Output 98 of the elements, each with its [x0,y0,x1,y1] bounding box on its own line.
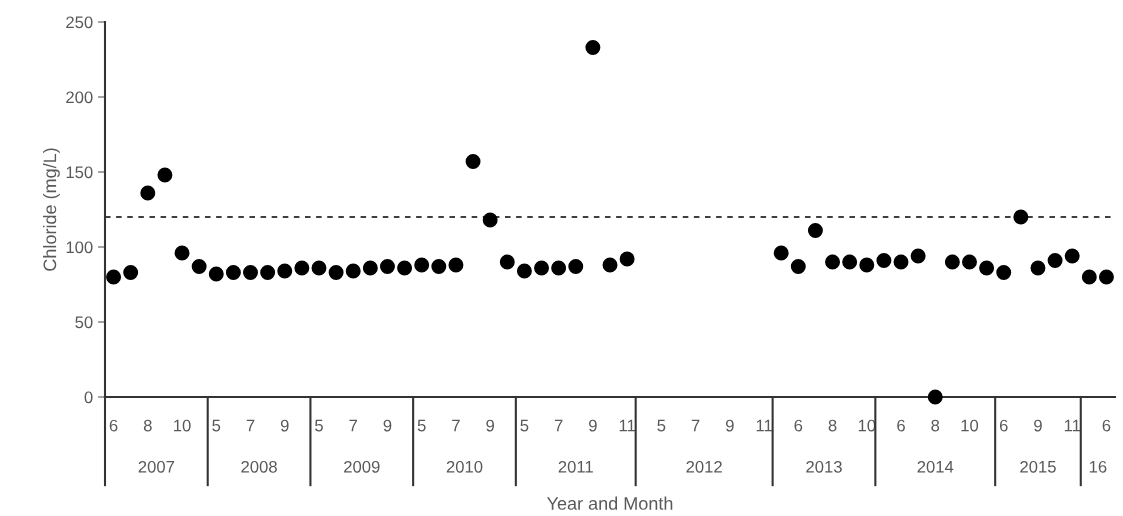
x-tick-label: 11 [1064,419,1081,432]
x-tick-label: 9 [280,419,289,432]
point [140,185,156,201]
x-tick-label: 6 [794,419,803,432]
text: 2014 [917,460,954,473]
point [1030,260,1046,276]
x-tick-label: 10 [174,419,191,432]
text: 2011 [558,460,593,473]
point [790,259,806,274]
text: 2009 [344,460,380,473]
point [123,265,139,280]
point [465,154,481,169]
point [773,245,789,261]
point [397,260,413,276]
x-tick-label: 7 [554,419,563,432]
point [208,266,224,282]
y-tick-label: 150 [66,166,93,179]
x-tick-label: 5 [315,419,323,432]
point [191,259,207,274]
text: 2015 [1020,460,1056,473]
x-tick-label: 6 [1102,419,1111,432]
point [516,263,532,279]
point [568,259,584,274]
point [876,253,892,268]
point [499,254,515,270]
point [534,260,549,276]
point [807,223,823,238]
point [243,265,258,280]
point [379,259,395,274]
x-tick-label: 10 [961,419,979,432]
x-tick-label: 9 [725,419,734,432]
point [260,265,276,280]
point [619,251,635,267]
point [859,257,875,273]
point [277,263,293,279]
x-tick-label: 5 [417,419,426,432]
x-axis-title: Year and Month [546,496,673,510]
point [825,254,841,270]
x-tick-label: 7 [246,419,255,432]
point [1047,253,1063,268]
point [996,265,1012,280]
point [585,40,601,55]
x-tick-label: 8 [143,419,152,432]
point [927,389,943,405]
x-tick-label: 6 [897,419,905,432]
x-tick-label: 8 [828,419,837,432]
point [1081,269,1097,285]
y-tick-label: 0 [84,391,93,404]
x-tick-label: 7 [349,419,358,432]
text: 2007 [138,460,175,473]
x-tick-label: 11 [756,419,772,432]
y-tick-label: 50 [75,316,93,329]
point [979,260,995,276]
point [1064,248,1080,264]
point [345,263,361,279]
point [962,254,977,270]
point [910,248,926,264]
point [1013,209,1029,225]
text: 2008 [241,460,277,473]
point [842,254,858,270]
point [294,260,310,276]
point [1098,269,1114,285]
point [602,257,618,273]
point [893,254,909,270]
point [482,212,498,228]
x-tick-label: 5 [520,419,529,432]
y-axis-title: Chloride (mg/L) [43,148,60,271]
x-tick-label: 7 [452,419,460,432]
x-tick-label: 5 [657,419,666,432]
point [174,245,190,261]
x-tick-label: 7 [691,419,700,432]
point [362,260,378,276]
x-tick-label: 6 [109,419,118,432]
x-tick-label: 9 [1034,419,1042,432]
x-tick-label: 9 [486,419,495,432]
text: 2012 [686,460,722,473]
point [225,265,241,280]
point [311,260,327,276]
text: 16 [1089,460,1107,473]
x-tick-label: 11 [619,419,635,432]
point [944,254,960,270]
x-tick-label: 6 [999,419,1008,432]
x-tick-label: 9 [589,419,597,432]
point [551,260,567,276]
point [431,259,447,274]
x-tick-label: 8 [931,419,940,432]
point [106,269,122,285]
x-tick-label: 9 [383,419,392,432]
point [328,265,344,280]
y-tick-label: 250 [66,16,93,29]
y-tick-label: 200 [66,91,93,104]
x-tick-label: 5 [212,419,221,432]
y-tick-label: 100 [66,241,93,254]
text: 2010 [446,460,483,473]
point [414,257,430,273]
point [157,167,173,183]
text: 2013 [806,460,842,473]
point [448,257,464,273]
